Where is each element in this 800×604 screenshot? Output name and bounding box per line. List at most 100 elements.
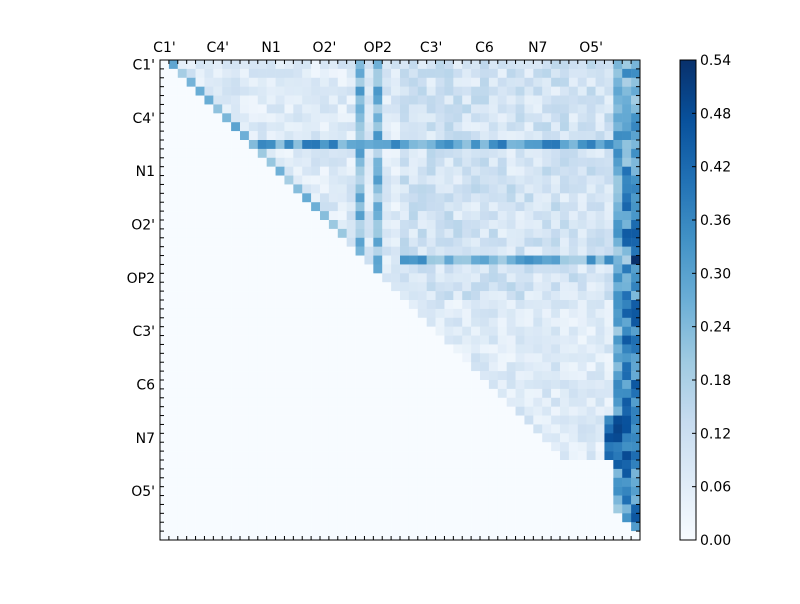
heatmap-cell — [391, 77, 401, 87]
heatmap-cell — [275, 157, 285, 167]
heatmap-cell — [533, 344, 543, 354]
heatmap-cell — [577, 166, 587, 176]
heatmap-cell — [222, 433, 232, 443]
heatmap-cell — [266, 326, 276, 336]
heatmap-cell — [497, 477, 507, 487]
heatmap-cell — [560, 468, 570, 479]
heatmap-cell — [355, 442, 365, 452]
heatmap-cell — [275, 335, 285, 345]
heatmap-cell — [497, 193, 507, 203]
heatmap-cell — [462, 406, 472, 416]
heatmap-cell — [231, 237, 241, 247]
heatmap-cell — [506, 157, 516, 167]
heatmap-cell — [373, 202, 383, 212]
heatmap-cell — [586, 335, 596, 345]
heatmap-cell — [382, 246, 392, 256]
heatmap-cell — [257, 237, 267, 247]
colorbar-tick-label: 0.54 — [700, 53, 731, 69]
heatmap-cell — [195, 468, 205, 479]
heatmap-cell — [266, 148, 276, 159]
heatmap-cell — [417, 202, 427, 212]
heatmap-cell — [302, 193, 312, 203]
heatmap-cell — [213, 513, 223, 523]
heatmap-cell — [577, 424, 587, 434]
heatmap-cell — [168, 113, 179, 123]
heatmap-cell — [480, 113, 490, 123]
heatmap-cell — [391, 122, 401, 132]
heatmap-cell — [551, 193, 561, 203]
heatmap-cell — [222, 282, 232, 292]
heatmap-cell — [266, 291, 276, 301]
heatmap-cell — [355, 397, 365, 407]
heatmap-cell — [408, 513, 419, 523]
heatmap-cell — [160, 353, 170, 363]
heatmap-cell — [293, 326, 303, 336]
heatmap-cell — [524, 246, 534, 256]
heatmap-cell — [337, 477, 347, 487]
heatmap-cell — [248, 415, 259, 425]
heatmap-cell — [195, 202, 205, 212]
heatmap-cell — [595, 522, 605, 532]
heatmap-cell — [293, 415, 303, 425]
heatmap-cell — [266, 531, 276, 541]
heatmap-cell — [471, 362, 481, 372]
heatmap-cell — [355, 495, 365, 505]
heatmap-cell — [346, 468, 356, 479]
heatmap-cell — [417, 380, 427, 390]
heatmap-cell — [417, 157, 427, 167]
heatmap-cell — [195, 273, 205, 283]
heatmap-cell — [462, 380, 472, 390]
heatmap-cell — [533, 211, 543, 221]
heatmap-cell — [542, 104, 552, 114]
heatmap-cell — [586, 148, 596, 159]
heatmap-cell — [213, 388, 223, 399]
heatmap-cell — [213, 495, 223, 505]
heatmap-cell — [177, 344, 187, 354]
heatmap-cell — [604, 424, 614, 434]
heatmap-cell — [275, 237, 285, 247]
x-tick-label: C3' — [420, 40, 443, 56]
heatmap-cell — [586, 362, 596, 372]
heatmap-cell — [213, 202, 223, 212]
heatmap-cell — [471, 371, 481, 381]
heatmap-cell — [444, 308, 454, 319]
heatmap-cell — [613, 522, 623, 532]
heatmap-cell — [471, 282, 481, 292]
heatmap-cell — [355, 264, 365, 274]
heatmap-cell — [284, 104, 294, 114]
heatmap-cell — [337, 451, 347, 461]
heatmap-cell — [266, 122, 276, 132]
heatmap-cell — [364, 308, 374, 319]
heatmap-cell — [453, 468, 463, 479]
heatmap-cell — [488, 424, 499, 434]
heatmap-cell — [515, 86, 525, 96]
heatmap-cell — [364, 237, 374, 247]
heatmap-cell — [186, 157, 196, 167]
heatmap-cell — [577, 433, 587, 443]
heatmap-cell — [542, 264, 552, 274]
heatmap-cell — [213, 157, 223, 167]
heatmap-cell — [195, 504, 205, 514]
heatmap-cell — [248, 184, 259, 194]
heatmap-cell — [577, 246, 587, 256]
heatmap-cell — [240, 255, 250, 265]
heatmap-cell — [471, 122, 481, 132]
heatmap-cell — [373, 157, 383, 167]
heatmap-cell — [622, 255, 632, 265]
heatmap-cell — [613, 104, 623, 114]
heatmap-cell — [488, 104, 499, 114]
heatmap-cell — [560, 113, 570, 123]
heatmap-cell — [222, 326, 232, 336]
heatmap-cell — [577, 60, 587, 70]
heatmap-cell — [240, 308, 250, 319]
heatmap-cell — [444, 77, 454, 87]
heatmap-cell — [533, 308, 543, 319]
heatmap-cell — [542, 468, 552, 479]
heatmap-cell — [613, 415, 623, 425]
heatmap-cell — [195, 495, 205, 505]
heatmap-cell — [631, 388, 641, 399]
heatmap-cell — [586, 193, 596, 203]
heatmap-cell — [506, 86, 516, 96]
heatmap-cell — [222, 166, 232, 176]
heatmap-cell — [186, 184, 196, 194]
